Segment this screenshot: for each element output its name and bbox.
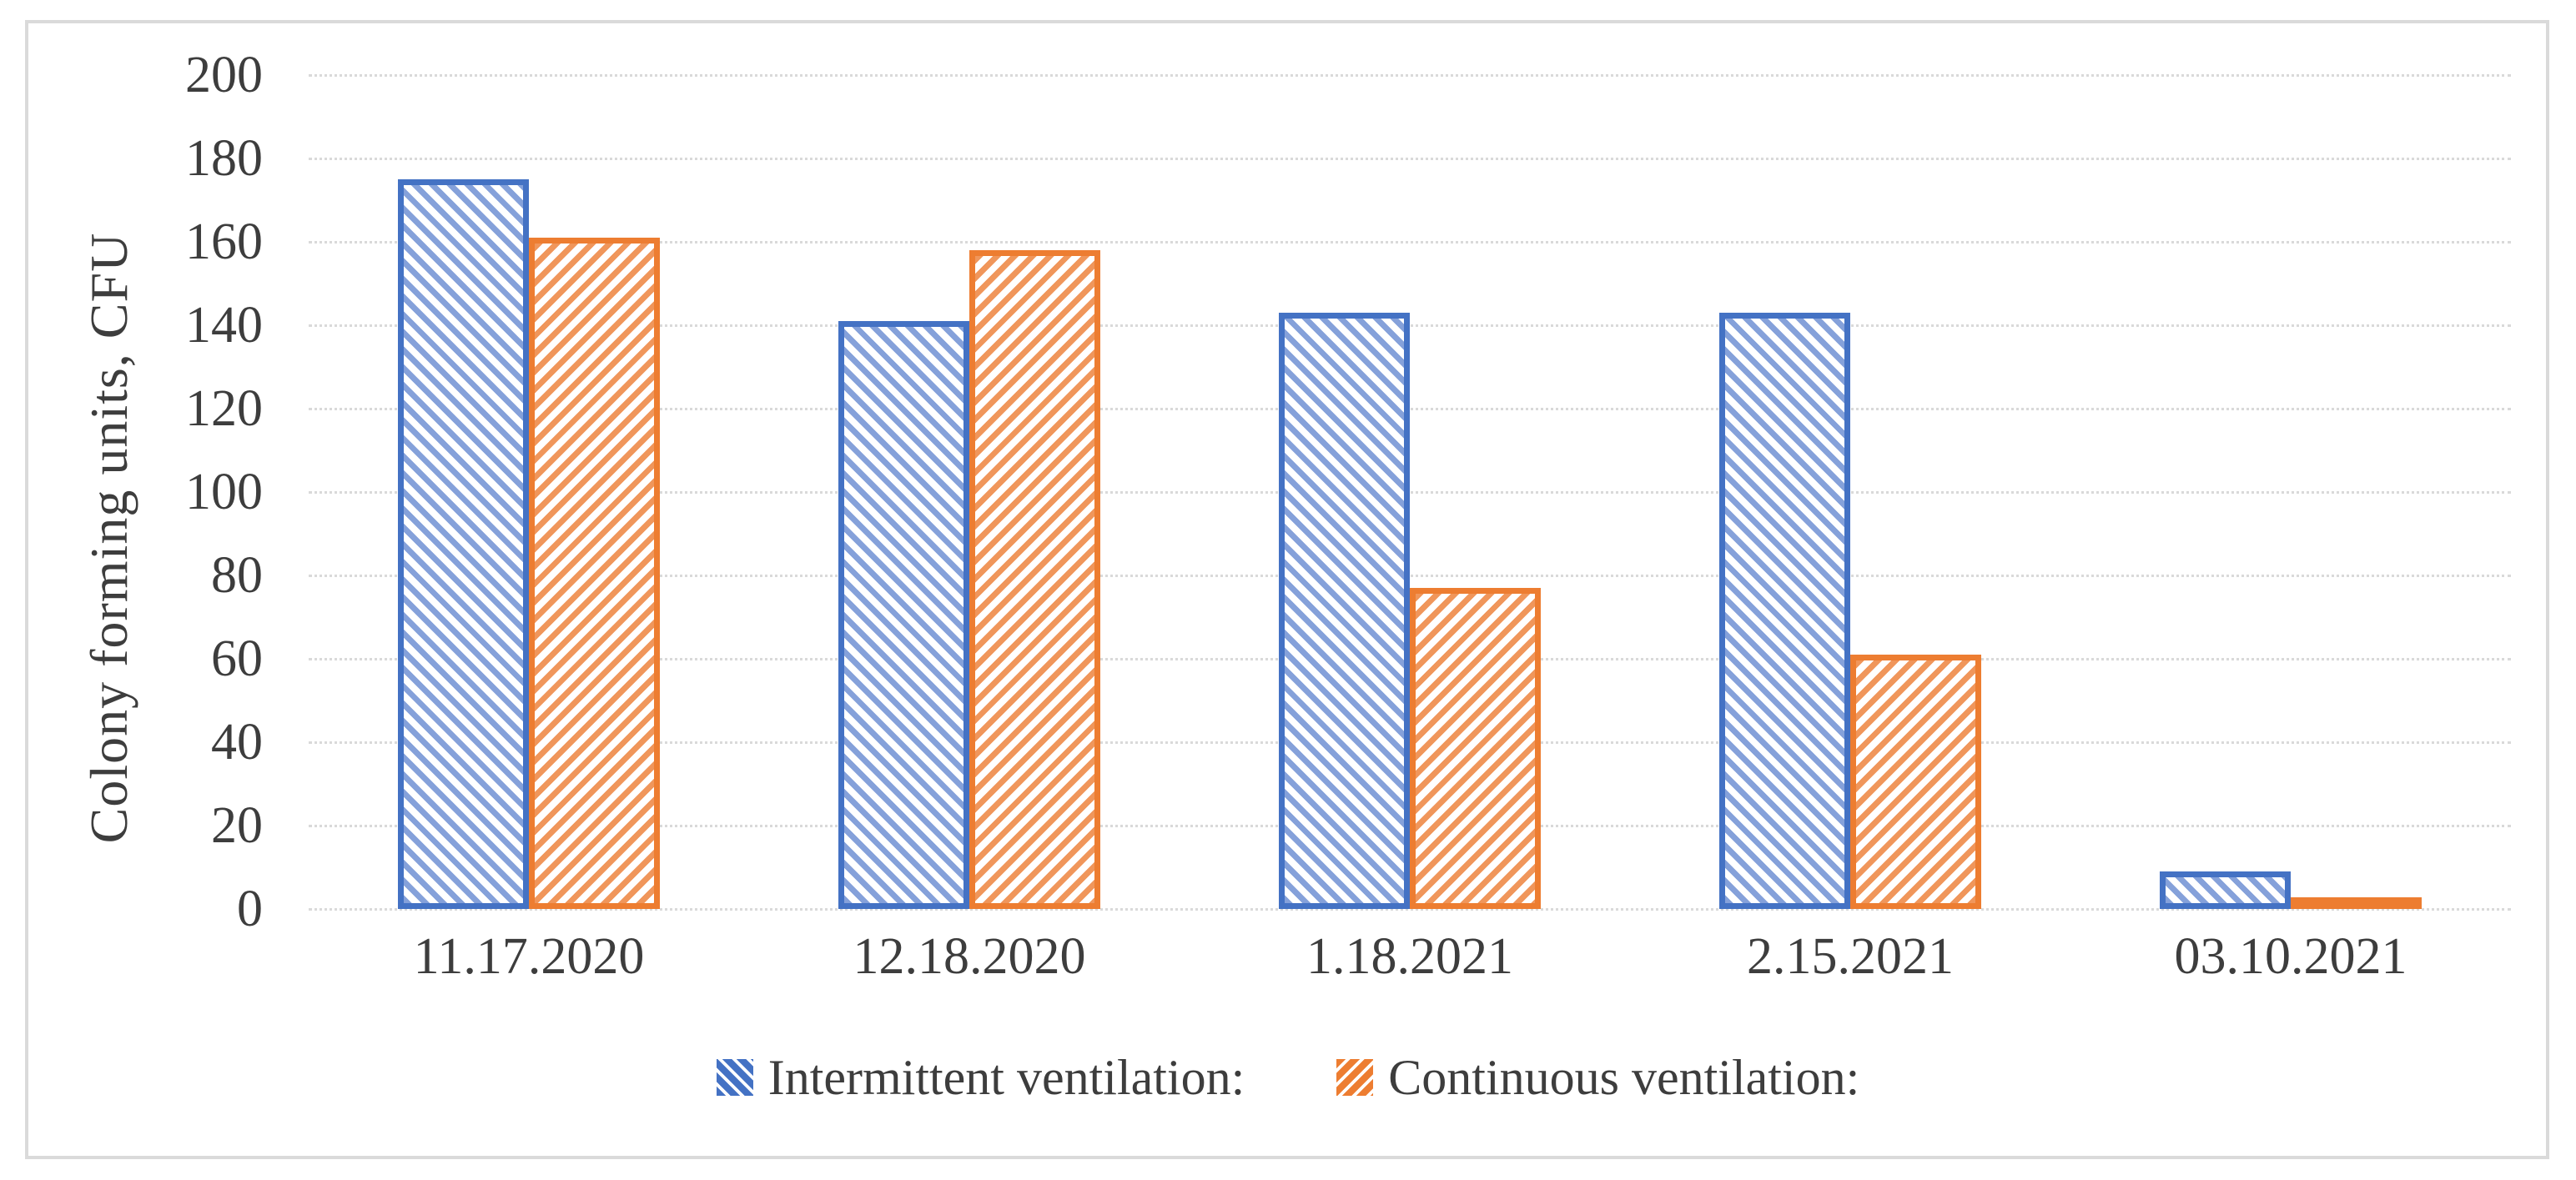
gridline — [309, 324, 2511, 327]
bar-continuous-03.10.2021 — [2291, 897, 2422, 909]
legend-item-intermittent: Intermittent ventilation: — [716, 1047, 1245, 1107]
bar-intermittent-12.18.2020 — [838, 321, 969, 909]
gridline — [309, 158, 2511, 160]
x-category-label: 1.18.2021 — [1306, 928, 1513, 985]
bar-intermittent-2.15.2021 — [1719, 313, 1850, 909]
y-tick-label: 140 — [185, 297, 263, 354]
legend-item-continuous: Continuous ventilation: — [1336, 1047, 1859, 1107]
legend-label: Continuous ventilation: — [1388, 1050, 1860, 1105]
x-category-label: 03.10.2021 — [2174, 928, 2407, 985]
y-tick-label: 120 — [185, 380, 263, 437]
y-tick-label: 80 — [211, 547, 263, 604]
bar-continuous-11.17.2020 — [529, 238, 660, 909]
x-category-label: 12.18.2020 — [853, 928, 1086, 985]
gridline — [309, 74, 2511, 77]
gridline — [309, 241, 2511, 244]
gridline — [309, 408, 2511, 410]
x-category-label: 11.17.2020 — [413, 928, 645, 985]
y-tick-label: 40 — [211, 714, 263, 771]
legend: Intermittent ventilation: Continuous vent… — [0, 1047, 2576, 1107]
x-category-label: 2.15.2021 — [1747, 928, 1954, 985]
y-tick-label: 0 — [237, 881, 263, 937]
legend-label: Intermittent ventilation: — [767, 1050, 1245, 1105]
bar-intermittent-11.17.2020 — [398, 179, 529, 909]
gridline — [309, 491, 2511, 494]
gridline — [309, 908, 2511, 911]
y-tick-label: 200 — [185, 47, 263, 103]
intermittent-legend-swatch-icon — [716, 1059, 753, 1096]
continuous-legend-swatch-icon — [1336, 1059, 1374, 1096]
bar-intermittent-03.10.2021 — [2160, 871, 2291, 909]
gridline — [309, 575, 2511, 577]
y-tick-label: 180 — [185, 130, 263, 187]
bar-continuous-12.18.2020 — [969, 250, 1100, 909]
y-tick-label: 160 — [185, 213, 263, 270]
bar-intermittent-1.18.2021 — [1279, 313, 1410, 909]
bar-continuous-1.18.2021 — [1410, 588, 1541, 909]
y-tick-label: 20 — [211, 797, 263, 854]
bar-continuous-2.15.2021 — [1850, 655, 1981, 909]
y-tick-label: 100 — [185, 464, 263, 520]
y-tick-label: 60 — [211, 630, 263, 687]
figure-border — [25, 20, 2549, 1159]
plot-area — [309, 74, 2511, 911]
